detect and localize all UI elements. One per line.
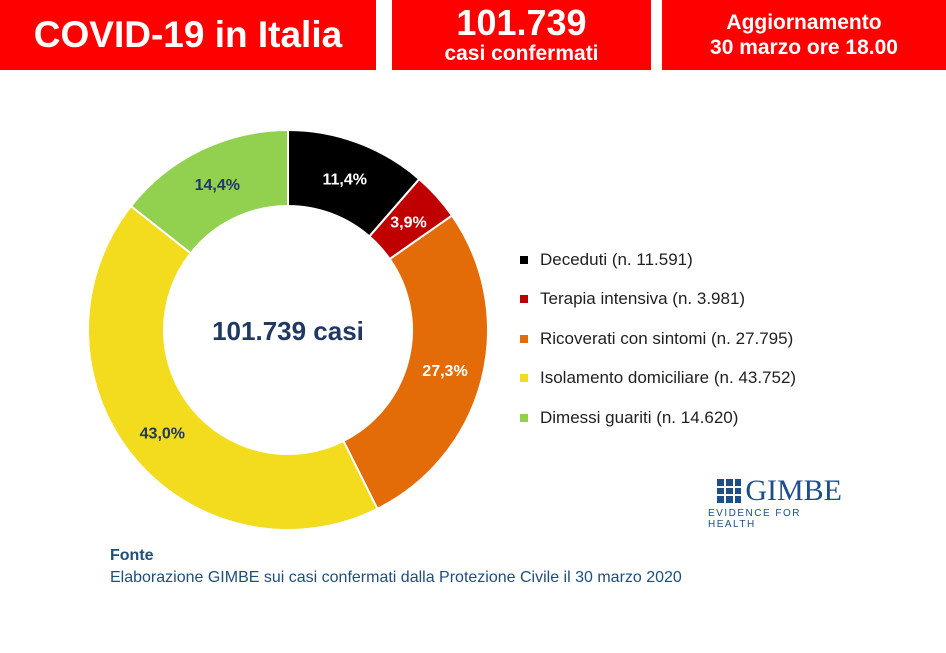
donut-slice-5 — [129, 128, 289, 255]
cases-label: casi confermati — [444, 42, 599, 65]
legend-swatch — [520, 374, 528, 383]
update-date: 30 marzo ore 18.00 — [710, 36, 898, 59]
donut-center-label: 101.739 casi — [212, 316, 364, 346]
legend-swatch — [520, 413, 528, 422]
update-label: Aggiornamento — [726, 11, 882, 34]
legend-item: Dimessi guariti (n. 14.620) — [520, 398, 796, 438]
header-title-box: COVID-19 in Italia — [0, 0, 376, 70]
header-update-box: Aggiornamento 30 marzo ore 18.00 — [662, 0, 946, 70]
donut-slice-label-3: 27,3% — [422, 363, 467, 380]
donut-slice-label-1: 11,4% — [323, 171, 367, 188]
donut-slice-labels: 11,4% 3,9% 27,3% 43,0% 14,4% — [140, 171, 468, 442]
legend-swatch — [520, 295, 528, 304]
legend-item: Deceduti (n. 11.591) — [520, 240, 796, 280]
donut-slice-4 — [87, 204, 379, 531]
legend-label: Ricoverati con sintomi (n. 27.795) — [540, 328, 794, 348]
cases-number: 101.739 — [456, 2, 587, 43]
donut-slices — [87, 128, 489, 531]
page-title: COVID-19 in Italia — [33, 14, 343, 55]
source-text: Elaborazione GIMBE sui casi confermati d… — [110, 569, 682, 586]
legend-item: Ricoverati con sintomi (n. 27.795) — [520, 319, 796, 359]
logo-name: GIMBE — [745, 474, 842, 507]
legend-swatch — [520, 255, 528, 264]
legend-label: Terapia intensiva (n. 3.981) — [540, 289, 746, 309]
legend-label: Deceduti (n. 11.591) — [540, 249, 693, 269]
donut-slice-label-2: 3,9% — [390, 215, 426, 232]
logo-tagline: EVIDENCE FOR HEALTH — [708, 508, 802, 530]
gimbe-logo-icon — [717, 479, 742, 503]
donut-slice-3 — [342, 214, 489, 511]
legend-item: Isolamento domiciliare (n. 43.752) — [520, 359, 796, 399]
source-title: Fonte — [110, 547, 154, 564]
legend-item: Terapia intensiva (n. 3.981) — [520, 280, 796, 320]
gimbe-logo: GIMBE EVIDENCE FOR HEALTH — [708, 474, 842, 531]
donut-slice-label-5: 14,4% — [195, 177, 240, 194]
legend-label: Isolamento domiciliare (n. 43.752) — [540, 368, 797, 388]
source-note: Fonte Elaborazione GIMBE sui casi confer… — [110, 545, 682, 589]
chart-legend: Deceduti (n. 11.591) Terapia intensiva (n… — [520, 240, 796, 438]
legend-label: Dimessi guariti (n. 14.620) — [540, 407, 739, 427]
donut-slice-label-4: 43,0% — [140, 425, 185, 442]
legend-swatch — [520, 334, 528, 343]
header-cases-box: 101.739 casi confermati — [392, 0, 651, 70]
